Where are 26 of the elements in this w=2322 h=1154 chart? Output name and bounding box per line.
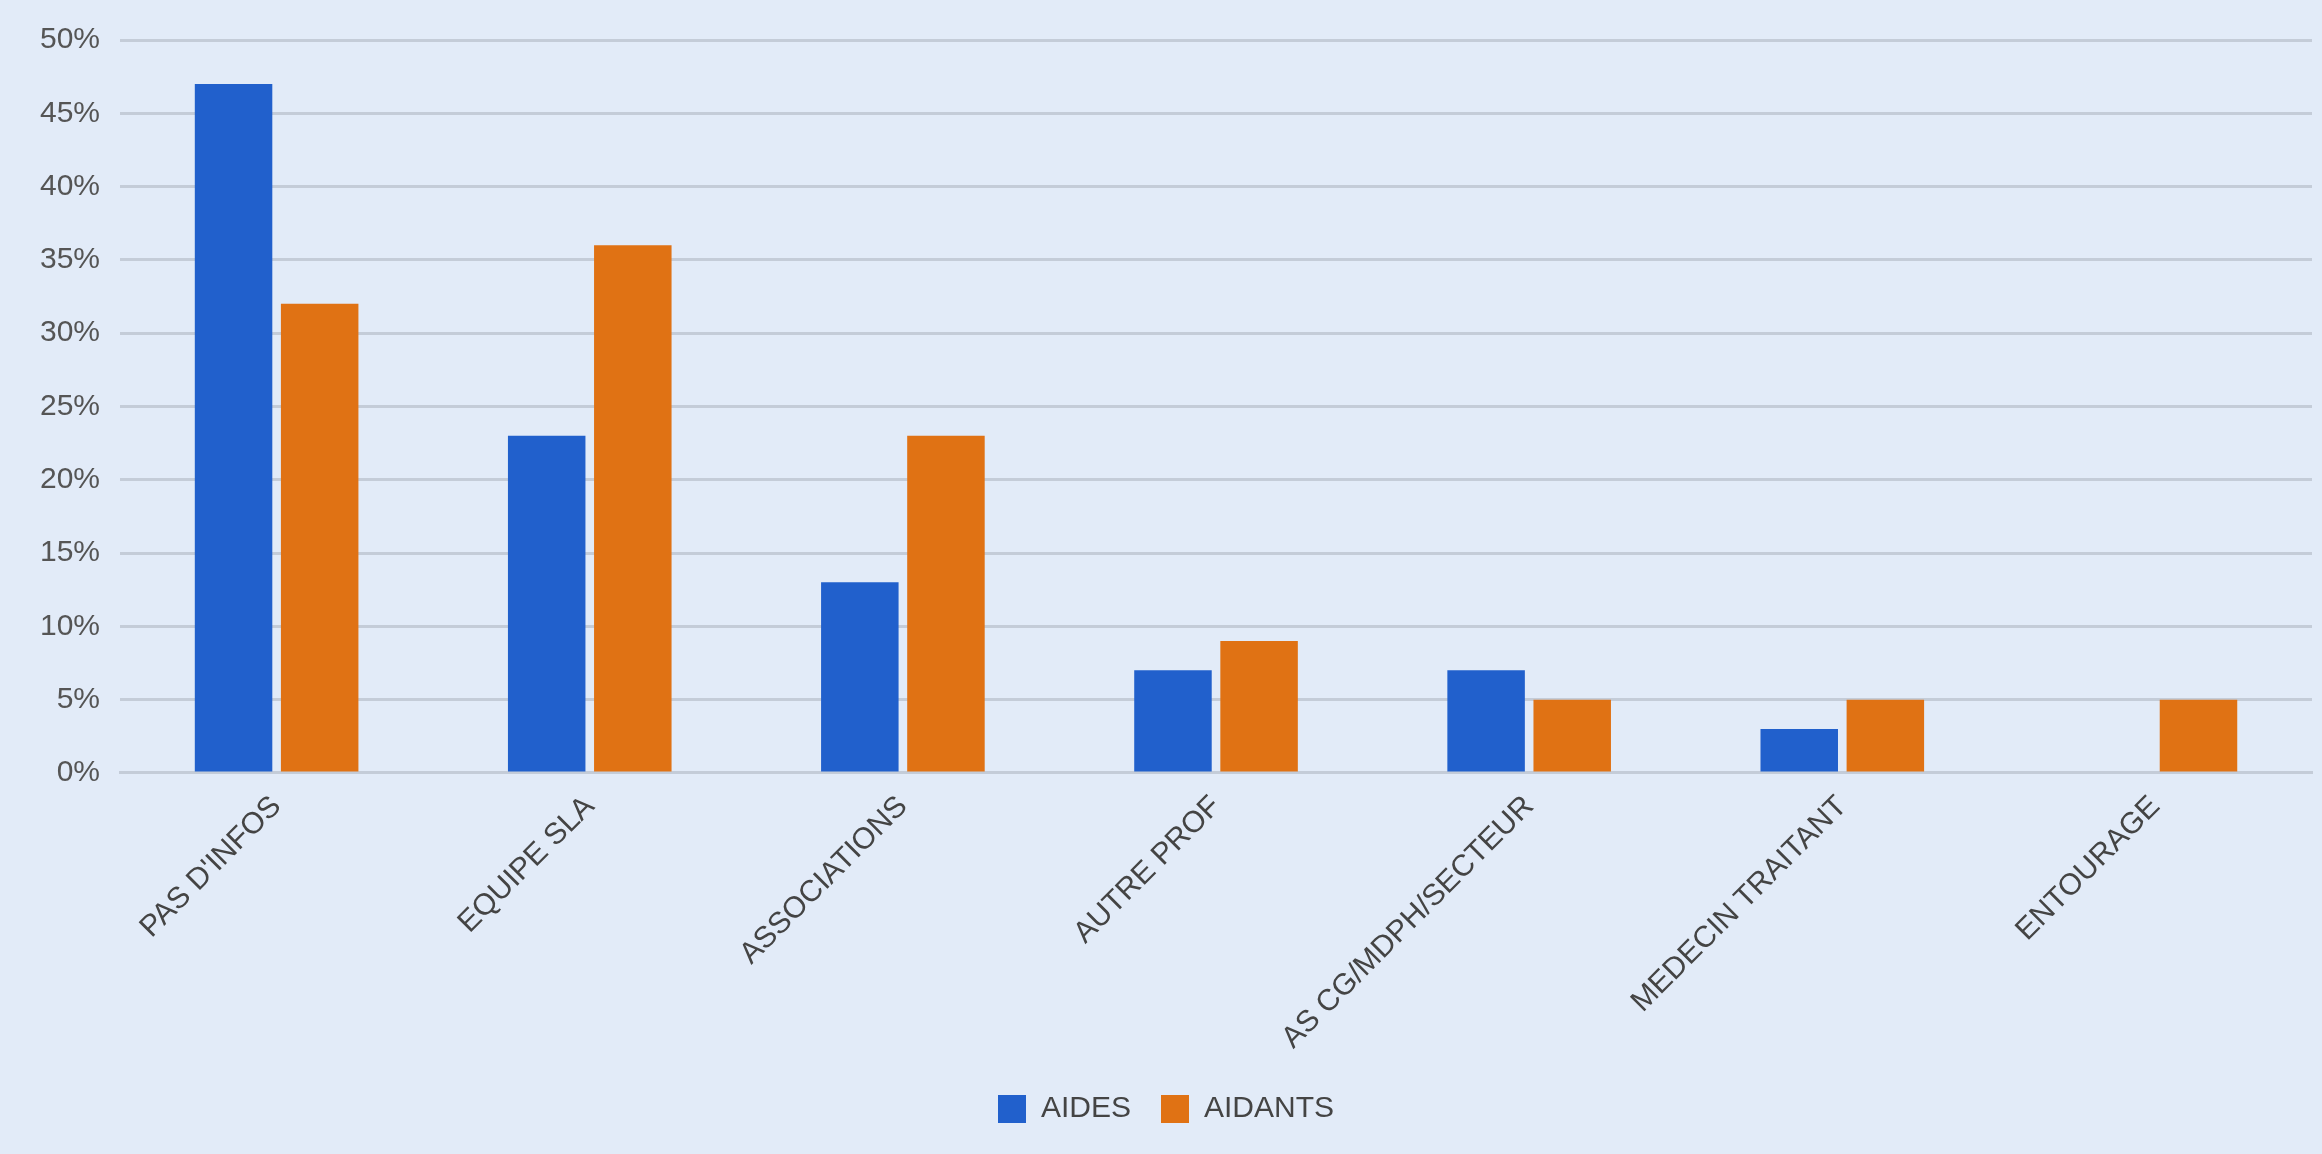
bar [2159,699,2238,772]
y-tick-label: 5% [56,680,101,714]
y-tick-label: 40% [40,167,101,201]
bar [594,245,672,772]
y-tick-label: 45% [40,94,101,128]
bar [1447,670,1525,772]
y-tick-label: 20% [40,461,101,495]
bar [907,435,985,772]
legend-label: AIDES [1040,1090,1132,1124]
y-tick-label: 15% [40,534,101,568]
legend-label: AIDANTS [1204,1090,1335,1124]
y-tick-label: 50% [40,21,101,55]
bar [280,303,359,772]
bar [194,83,273,772]
bar [1846,699,1925,772]
bar [1533,699,1611,772]
bar [1760,728,1838,772]
y-tick-label: 35% [40,241,101,275]
bar [507,435,586,772]
bar [821,582,899,772]
bar [1134,670,1212,772]
y-tick-label: 25% [40,387,101,421]
y-tick-label: 0% [56,754,101,788]
y-tick-label: 10% [40,607,101,641]
bar [1220,641,1298,772]
y-tick-label: 30% [40,314,101,348]
